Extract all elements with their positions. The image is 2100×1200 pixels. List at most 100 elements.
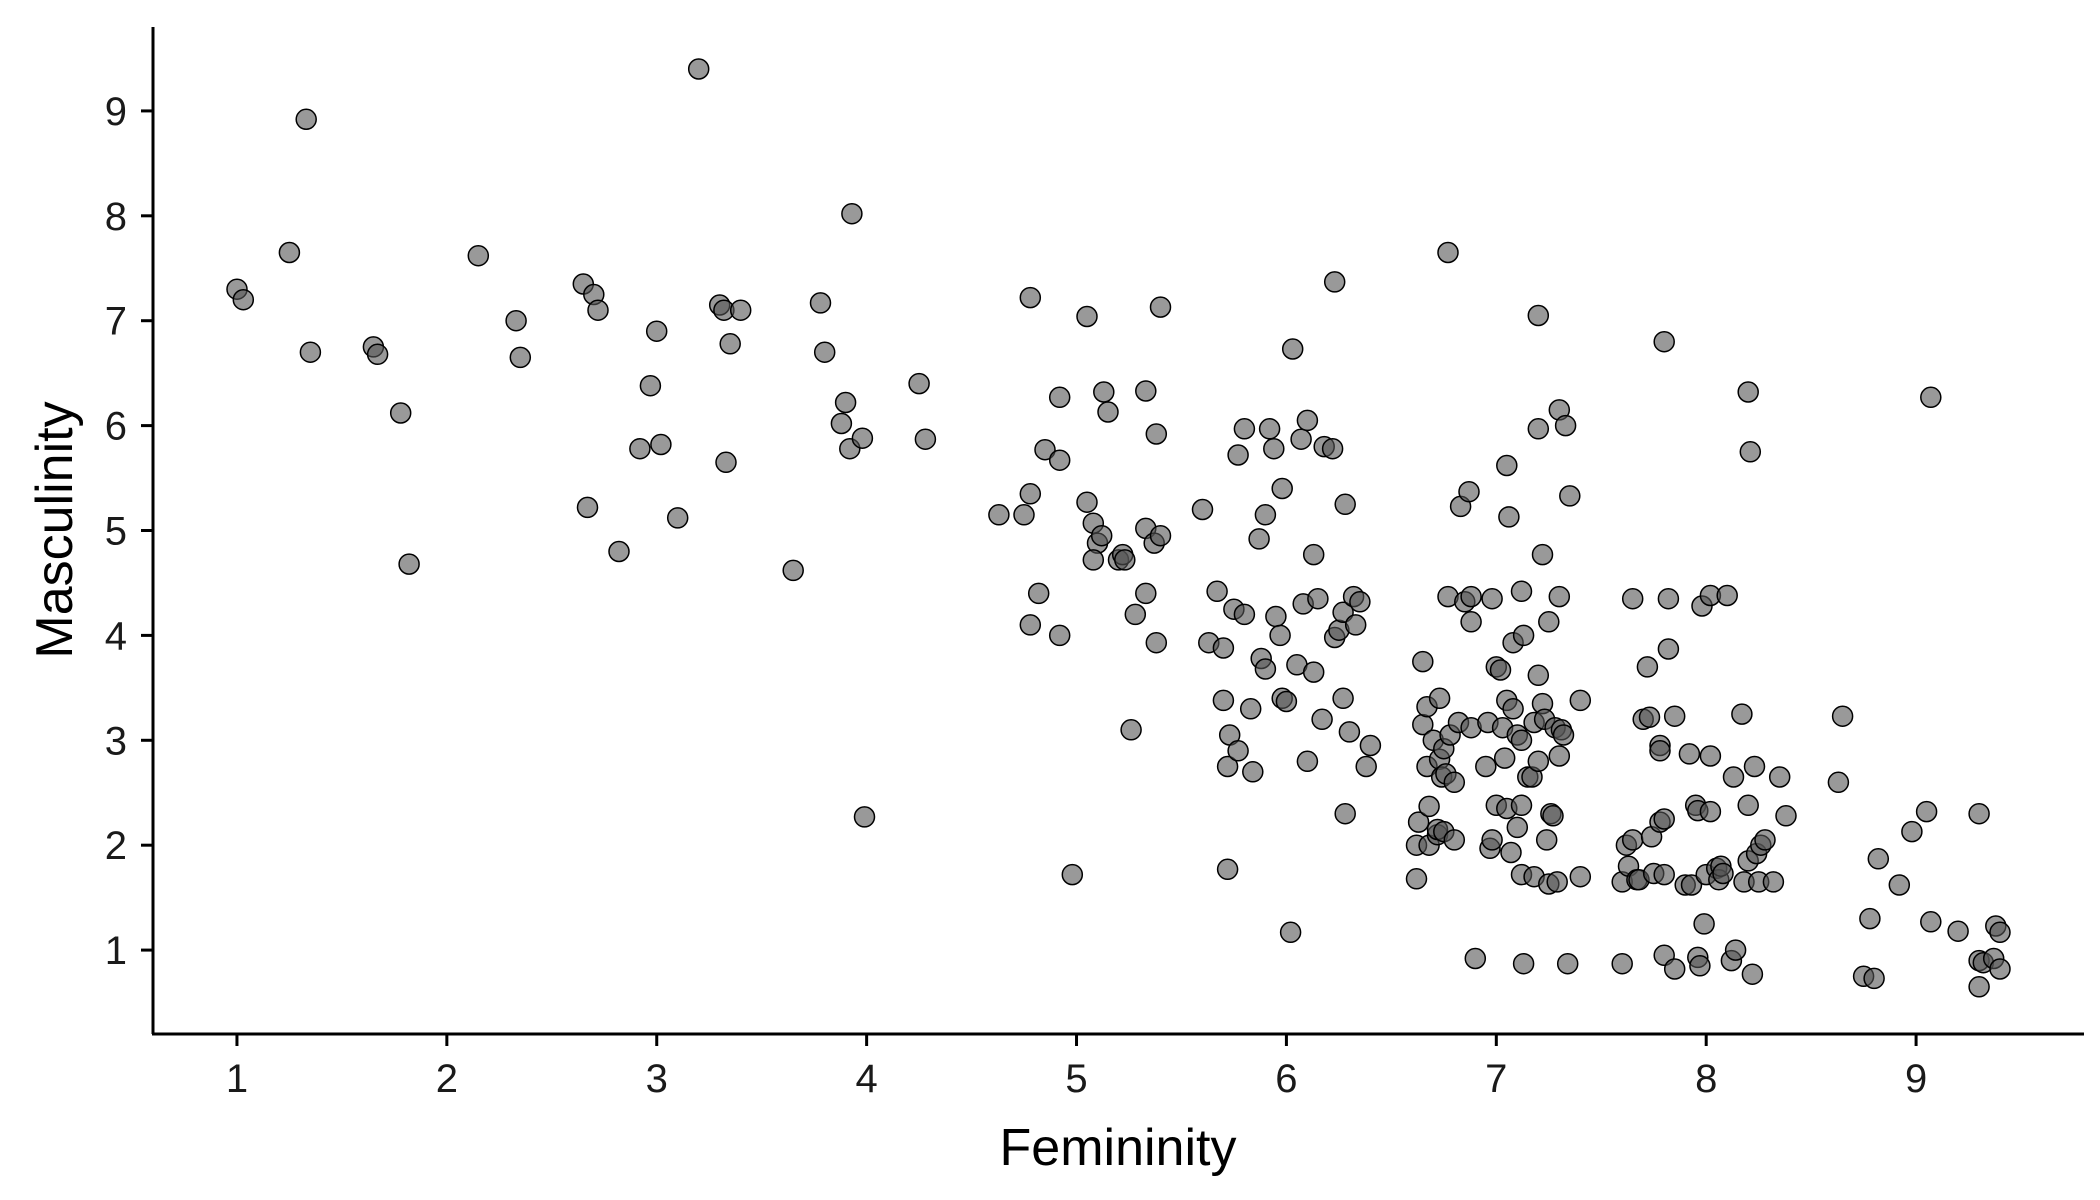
data-point	[1149, 296, 1172, 318]
data-point	[1061, 863, 1084, 886]
y-tick-label: 6	[105, 405, 127, 449]
data-point	[1311, 708, 1333, 731]
data-point	[1535, 829, 1558, 851]
data-point	[1349, 591, 1371, 613]
data-point	[1254, 504, 1277, 526]
data-point	[1496, 454, 1518, 477]
data-point	[1506, 816, 1529, 839]
data-point	[1296, 409, 1319, 432]
data-point	[576, 496, 599, 519]
data-point	[1048, 386, 1071, 409]
data-point	[1019, 614, 1042, 636]
data-point	[1206, 580, 1228, 603]
data-point	[1712, 862, 1734, 885]
data-point	[1554, 414, 1577, 437]
data-point	[1412, 650, 1434, 673]
data-point	[1458, 480, 1480, 503]
data-point	[1239, 698, 1262, 720]
data-point	[1542, 805, 1564, 827]
data-point	[1510, 729, 1533, 752]
data-point	[1527, 664, 1550, 687]
data-point	[1498, 506, 1520, 528]
data-point	[1048, 449, 1071, 471]
x-tick-label: 7	[1485, 1057, 1507, 1101]
data-point	[608, 540, 630, 563]
data-point	[1968, 802, 1990, 825]
data-point	[1076, 491, 1098, 513]
data-point	[1248, 528, 1270, 550]
data-point	[1510, 580, 1533, 603]
data-point	[1296, 750, 1319, 773]
data-point	[1699, 745, 1722, 767]
data-point	[1649, 740, 1671, 762]
data-point	[1034, 438, 1056, 461]
data-point	[1527, 418, 1550, 440]
data-point	[1149, 524, 1172, 547]
data-point	[1481, 587, 1503, 610]
data-point	[1724, 939, 1747, 961]
data-point	[1552, 724, 1575, 746]
data-point	[1867, 848, 1890, 870]
data-point	[1754, 829, 1776, 851]
data-point	[1216, 858, 1239, 881]
data-point	[1464, 947, 1487, 970]
data-point	[1546, 871, 1568, 893]
data-point	[1275, 690, 1298, 713]
data-point	[1663, 705, 1686, 727]
data-point	[1548, 585, 1571, 608]
data-point	[687, 58, 710, 80]
data-point	[830, 412, 853, 435]
y-tick-label: 9	[105, 90, 127, 134]
data-point	[1768, 766, 1791, 788]
data-point	[729, 299, 752, 321]
data-point	[1407, 811, 1430, 833]
data-point	[1460, 611, 1482, 633]
data-point	[1290, 428, 1312, 450]
data-point	[505, 309, 527, 332]
data-point	[1114, 549, 1136, 571]
data-point	[715, 451, 737, 474]
data-point	[1737, 381, 1759, 403]
data-point	[1227, 740, 1249, 762]
data-point	[1989, 958, 2011, 980]
data-point	[1013, 504, 1035, 526]
data-point	[1657, 638, 1680, 660]
data-point	[1019, 483, 1042, 505]
data-point	[834, 391, 857, 414]
data-point	[1556, 952, 1579, 975]
data-point	[782, 559, 804, 582]
data-point	[1653, 330, 1675, 353]
data-point	[645, 320, 668, 342]
data-point	[1663, 958, 1686, 980]
data-point	[1680, 874, 1703, 896]
data-point	[1920, 911, 1942, 933]
data-point	[1097, 401, 1119, 423]
data-point	[1338, 721, 1361, 743]
data-point	[366, 343, 389, 366]
data-point	[1120, 719, 1142, 741]
data-point	[1263, 437, 1285, 460]
data-point	[1527, 750, 1550, 773]
data-point	[1254, 658, 1277, 680]
data-point	[1920, 386, 1942, 409]
data-point	[1569, 865, 1592, 888]
data-point	[841, 202, 863, 225]
data-point	[809, 292, 832, 314]
data-point	[1334, 802, 1356, 825]
data-point	[629, 437, 651, 460]
data-point	[1888, 874, 1911, 896]
data-point	[467, 244, 490, 267]
data-point	[1437, 241, 1459, 264]
data-point	[1145, 631, 1168, 654]
data-point	[232, 288, 255, 311]
data-point	[1271, 477, 1293, 500]
data-point	[639, 374, 662, 397]
data-point	[1527, 304, 1550, 327]
data-point	[1124, 603, 1147, 626]
data-point	[1212, 689, 1235, 712]
data-point	[1489, 659, 1512, 681]
data-point	[1827, 771, 1850, 794]
data-point	[1653, 808, 1675, 830]
x-axis-title: Femininity	[1000, 1119, 1237, 1177]
